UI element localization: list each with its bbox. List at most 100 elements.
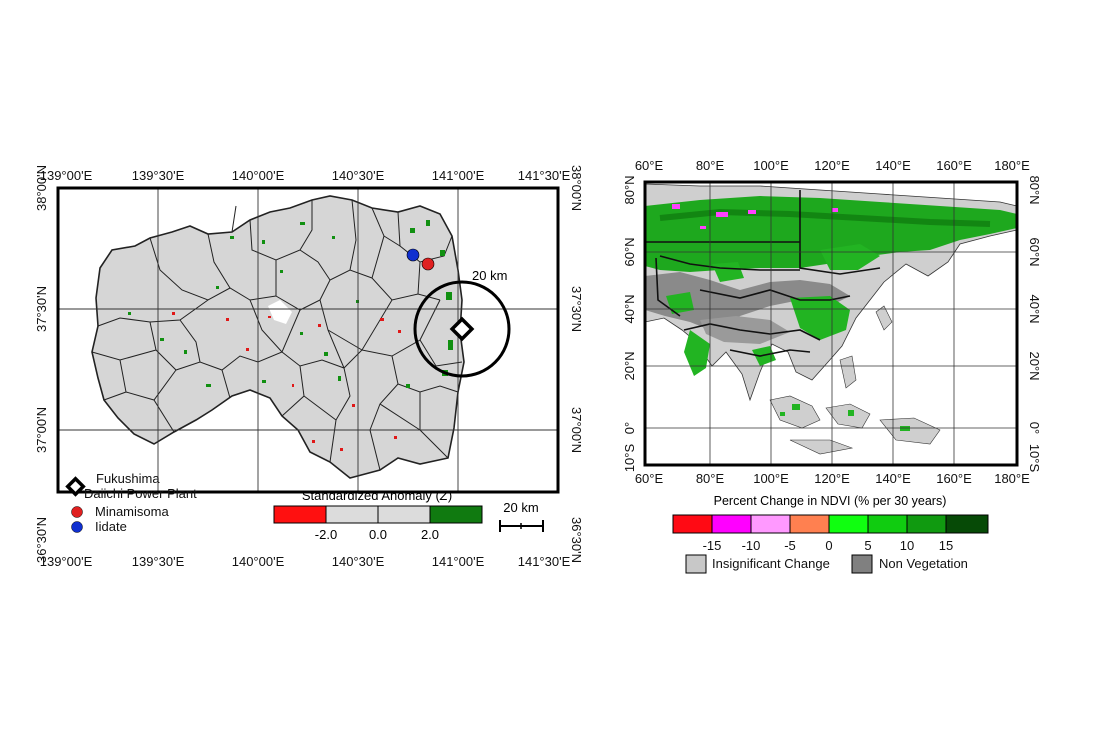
ring-label: 20 km <box>472 268 507 283</box>
ndvi-swatch <box>907 515 946 533</box>
legend-label-daiichi: Daiichi Power Plant <box>84 486 197 501</box>
anomaly-tick: 0.0 <box>369 527 387 542</box>
left-lat-label: 60°N <box>622 237 637 266</box>
ndvi-tick: 0 <box>825 538 832 553</box>
ndvi-tick: 5 <box>864 538 871 553</box>
left-lat-label: 10°S <box>622 444 637 473</box>
red-anomaly-speckles <box>172 312 401 451</box>
bottom-lon-label: 140°00'E <box>232 554 285 569</box>
ndvi-tick: 10 <box>900 538 914 553</box>
anomaly-swatch <box>326 506 378 523</box>
ndvi-swatch <box>673 515 712 533</box>
right-lat-label: 36°30'N <box>569 517 584 563</box>
legend-label-minamisoma: Minamisoma <box>95 504 169 519</box>
ndvi-swatch <box>868 515 907 533</box>
non-vegetation-swatch <box>851 554 873 574</box>
right-lat-label: 80°N <box>1027 175 1042 204</box>
bottom-lon-label: 141°00'E <box>432 554 485 569</box>
right-map-frame <box>643 180 1019 467</box>
anomaly-swatch <box>430 506 482 523</box>
right-lat-label: 60°N <box>1027 237 1042 266</box>
greening-patches <box>666 244 880 376</box>
insignificant-label: Insignificant Change <box>712 556 830 571</box>
top-lon-label: 60°E <box>635 158 664 173</box>
top-lon-label: 160°E <box>936 158 972 173</box>
red-dot <box>71 506 83 518</box>
ndvi-colorbar: Percent Change in NDVI (% per 30 years) … <box>672 494 989 553</box>
bottom-lon-label: 120°E <box>814 471 850 486</box>
right-lat-label: 0° <box>1027 422 1042 434</box>
top-lon-label: 140°E <box>875 158 911 173</box>
green-anomaly-speckles <box>128 220 453 388</box>
right-lat-label: 38°00'N <box>569 165 584 211</box>
anomaly-title: Standardized Anomaly (Z) <box>302 488 452 503</box>
left-legend: Fukushima Daiichi Power Plant Minamisoma… <box>65 471 197 534</box>
anomaly-colorbar: Standardized Anomaly (Z) -2.0 0.0 2.0 <box>273 488 483 542</box>
bottom-lon-label: 140°30'E <box>332 554 385 569</box>
ndvi-tick: 15 <box>939 538 953 553</box>
ndvi-bar-frame <box>672 514 989 534</box>
ndvi-title: Percent Change in NDVI (% per 30 years) <box>714 494 947 508</box>
top-lon-label: 80°E <box>696 158 725 173</box>
legend-label-iidate: Iidate <box>95 519 127 534</box>
right-lat-label: 37°30'N <box>569 286 584 332</box>
ndvi-tick: -5 <box>784 538 796 553</box>
ndvi-swatch <box>790 515 829 533</box>
country-boundaries <box>645 190 881 357</box>
right-lat-label: 20°N <box>1027 351 1042 380</box>
bottom-lon-label: 140°E <box>875 471 911 486</box>
ndvi-tick: -15 <box>703 538 722 553</box>
right-lat-label: 10°S <box>1027 444 1042 473</box>
fukushima-prefecture <box>91 195 465 479</box>
top-lon-label: 141°30'E <box>518 168 571 183</box>
top-lon-label: 100°E <box>753 158 789 173</box>
bottom-lon-label: 139°30'E <box>132 554 185 569</box>
insignificant-swatch <box>685 554 707 574</box>
left-lat-label: 40°N <box>622 294 637 323</box>
iidate-marker <box>406 248 420 262</box>
right-lat-label: 37°00'N <box>569 407 584 453</box>
fukushima-map: 20 km 139°00'E 139°30'E 140°00'E 140°30'… <box>34 165 584 569</box>
left-lat-label: 0° <box>622 422 637 434</box>
diamond-icon <box>65 476 86 497</box>
bottom-lon-label: 180°E <box>994 471 1030 486</box>
bottom-lon-label: 80°E <box>696 471 725 486</box>
ndvi-tick: -10 <box>742 538 761 553</box>
left-graticule <box>58 188 558 492</box>
bottom-lon-label: 60°E <box>635 471 664 486</box>
lake-inawashiro <box>268 300 292 324</box>
blue-dot <box>71 521 83 533</box>
bottom-lon-label: 139°00'E <box>40 554 93 569</box>
left-lat-label: 80°N <box>622 175 637 204</box>
right-legend: Insignificant Change Non Vegetation <box>685 554 968 574</box>
top-lon-label: 140°00'E <box>232 168 285 183</box>
asia-ndvi-map: 60°E 80°E 100°E 120°E 140°E 160°E 180°E … <box>622 158 1042 574</box>
top-lon-label: 120°E <box>814 158 850 173</box>
left-lat-label: 37°00'N <box>34 407 49 453</box>
browning-speckles <box>672 204 838 229</box>
top-lon-label: 141°00'E <box>432 168 485 183</box>
right-graticule <box>645 182 1017 465</box>
anomaly-tick: 2.0 <box>421 527 439 542</box>
anomaly-tick: -2.0 <box>315 527 337 542</box>
bottom-lon-label: 141°30'E <box>518 554 571 569</box>
scale-bar-label: 20 km <box>503 500 538 515</box>
left-map-frame <box>56 186 560 494</box>
scale-bar: 20 km <box>499 500 544 532</box>
ndvi-swatch <box>751 515 790 533</box>
bottom-lon-label: 100°E <box>753 471 789 486</box>
non-vegetation-label: Non Vegetation <box>879 556 968 571</box>
left-lat-label: 20°N <box>622 351 637 380</box>
bottom-lon-label: 160°E <box>936 471 972 486</box>
left-lat-label: 36°30'N <box>34 517 49 563</box>
legend-label-fukushima: Fukushima <box>96 471 160 486</box>
ndvi-swatch <box>946 515 988 533</box>
anomaly-swatch <box>378 506 430 523</box>
top-lon-label: 139°30'E <box>132 168 185 183</box>
minamisoma-marker <box>421 257 435 271</box>
right-lat-label: 40°N <box>1027 294 1042 323</box>
municipal-boundaries <box>91 199 463 471</box>
central-asia-desert <box>645 272 850 334</box>
power-plant-icon <box>449 316 475 342</box>
